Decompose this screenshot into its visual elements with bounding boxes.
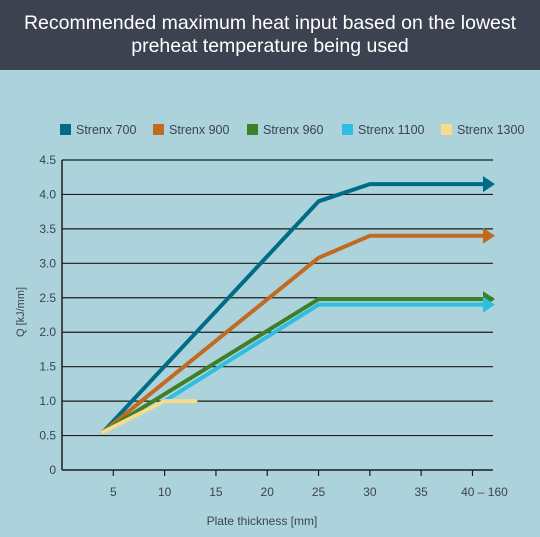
heat-input-chart: 0 0.5 1.0 1.5 2.0 2.5 3.0 3.5 4.0 4.5 5 10 15 20 25 30 3… <box>15 123 524 528</box>
legend-swatch <box>153 124 164 135</box>
x-tick-label: 30 <box>363 485 377 499</box>
series-line <box>101 399 198 435</box>
series-arrowhead <box>483 176 495 193</box>
series-arrowhead <box>483 227 495 244</box>
x-tick-label: 25 <box>312 485 326 499</box>
y-tick-label: 3.5 <box>39 222 56 236</box>
axes: 0 0.5 1.0 1.5 2.0 2.5 3.0 3.5 4.0 4.5 5 10 15 20 25 30 3… <box>39 153 508 499</box>
y-tick-label: 4.0 <box>39 187 56 201</box>
y-tick-label: 2.5 <box>39 291 56 305</box>
y-tick-label: 1.5 <box>39 360 56 374</box>
legend-swatch <box>247 124 258 135</box>
x-tick-label: 35 <box>414 485 428 499</box>
series-line <box>101 297 489 435</box>
x-tick-label: 10 <box>158 485 172 499</box>
y-axis-label: Q [kJ/mm] <box>15 287 27 337</box>
y-tick-label: 0.5 <box>39 429 56 443</box>
series-line <box>101 182 489 435</box>
chart-header: Recommended maximum heat input based on … <box>0 0 540 70</box>
x-axis-label: Plate thickness [mm] <box>207 514 318 528</box>
legend-label: Strenx 900 <box>169 123 230 137</box>
y-tick-label: 1.0 <box>39 394 56 408</box>
x-tick-label: 15 <box>209 485 223 499</box>
legend: Strenx 700 Strenx 900 Strenx 960 Strenx 110… <box>60 123 524 137</box>
legend-label: Strenx 700 <box>76 123 137 137</box>
data-series <box>101 176 495 435</box>
y-tick-label: 2.0 <box>39 325 56 339</box>
y-tick-label: 3.0 <box>39 256 56 270</box>
legend-swatch <box>342 124 353 135</box>
legend-swatch <box>60 124 71 135</box>
series-strenx-960 <box>101 291 495 435</box>
series-line <box>101 233 489 435</box>
y-tick-label: 4.5 <box>39 153 56 167</box>
series-strenx-1100 <box>101 296 495 435</box>
x-tick-label: 5 <box>110 485 117 499</box>
legend-label: Strenx 960 <box>263 123 324 137</box>
legend-label: Strenx 1100 <box>358 123 425 137</box>
series-strenx-1300 <box>101 399 198 435</box>
series-strenx-700 <box>101 176 495 435</box>
series-arrowhead <box>483 296 495 313</box>
chart-title: Recommended maximum heat input based on … <box>23 12 517 57</box>
legend-swatch <box>441 124 452 135</box>
x-tick-label: 40 – 160 <box>461 485 508 499</box>
x-tick-label: 20 <box>261 485 275 499</box>
legend-label: Strenx 1300 <box>457 123 524 137</box>
chart-area: 0 0.5 1.0 1.5 2.0 2.5 3.0 3.5 4.0 4.5 5 10 15 20 25 30 3… <box>0 70 540 532</box>
y-tick-label: 0 <box>49 463 56 477</box>
series-strenx-900 <box>101 227 495 435</box>
